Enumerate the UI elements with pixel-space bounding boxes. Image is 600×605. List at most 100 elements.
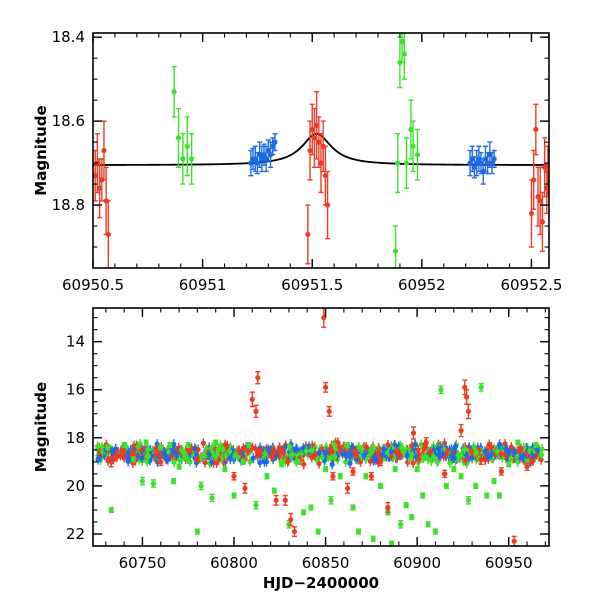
data-point [491, 156, 497, 162]
data-point [476, 156, 482, 162]
band-point [231, 452, 237, 458]
data-point [473, 483, 479, 489]
data-point [176, 464, 182, 470]
band-point [422, 454, 428, 460]
data-point [264, 473, 270, 479]
data-point [185, 442, 191, 448]
band-point [285, 459, 291, 465]
top-plot-area [93, 33, 549, 268]
data-point [96, 185, 103, 191]
band-point [388, 449, 395, 455]
band-point [94, 443, 101, 449]
data-point [438, 387, 444, 393]
band-point [125, 449, 132, 456]
x-tick-label: 60850 [302, 554, 350, 572]
data-point [248, 160, 254, 166]
band-point [227, 448, 233, 454]
band-point [312, 452, 318, 458]
band-point [200, 440, 207, 446]
data-point [462, 384, 468, 390]
band-point [404, 452, 410, 458]
data-point [515, 440, 521, 446]
data-point [273, 497, 279, 503]
data-point [463, 394, 470, 400]
data-point [272, 139, 278, 145]
band-point [398, 445, 405, 451]
data-point [443, 483, 450, 489]
band-point [352, 448, 359, 454]
band-point [286, 444, 293, 450]
data-point [410, 430, 417, 436]
bottom-plot-area [94, 308, 545, 546]
band-point [135, 444, 141, 450]
data-point [385, 504, 391, 511]
x-tick-label: 60900 [393, 554, 441, 572]
data-point [485, 160, 491, 166]
band-point [508, 456, 514, 462]
data-point [324, 202, 331, 208]
band-point [227, 456, 233, 462]
data-point [279, 461, 285, 467]
band-point [372, 454, 378, 460]
data-point [337, 473, 343, 479]
band-point [176, 457, 183, 463]
panel-top: 60950.5 60951 60951.5 60952 60952.518.418.61… [32, 28, 562, 294]
data-point [363, 473, 369, 479]
data-point [344, 485, 351, 491]
data-point [537, 198, 543, 204]
band-point [435, 452, 441, 458]
data-point [388, 540, 395, 546]
data-point [314, 122, 320, 128]
band-point [397, 452, 404, 458]
data-point [198, 483, 204, 489]
bottom-frame [92, 307, 550, 547]
band-point [303, 448, 309, 454]
top-series-blue [248, 133, 497, 185]
band-point [185, 447, 191, 453]
data-point [531, 177, 537, 183]
data-point [370, 536, 376, 542]
data-point [542, 164, 548, 170]
band-point [219, 447, 226, 453]
x-tick-label: 60950.5 [62, 276, 124, 294]
data-point [249, 396, 255, 402]
data-point [257, 152, 263, 158]
band-point [336, 444, 343, 450]
band-point [279, 447, 285, 453]
data-point [392, 248, 399, 254]
band-point [125, 455, 131, 461]
band-point [452, 443, 459, 450]
band-point [289, 452, 295, 458]
data-point [506, 461, 512, 467]
data-point [414, 152, 421, 158]
band-point [161, 449, 168, 455]
band-point [255, 449, 261, 455]
data-point [511, 538, 517, 544]
band-point [236, 447, 242, 454]
band-point [202, 453, 208, 459]
band-point [145, 453, 152, 460]
top-series-red [93, 91, 549, 268]
data-point [246, 442, 252, 448]
data-point [482, 156, 489, 162]
band-point [215, 447, 221, 453]
data-point [171, 89, 177, 95]
band-point [511, 449, 518, 455]
band-point [488, 444, 495, 450]
data-point [101, 147, 107, 154]
band-point [342, 459, 349, 465]
data-point [322, 384, 329, 390]
data-point [344, 442, 351, 448]
data-point [271, 488, 277, 494]
y-tick-label: 22 [66, 525, 85, 543]
band-point [370, 444, 376, 451]
band-point [456, 454, 462, 460]
data-point [158, 459, 164, 465]
top-frame [92, 32, 550, 269]
x-tick-label: 60952 [398, 276, 446, 294]
data-point [326, 408, 332, 414]
data-point [484, 492, 490, 499]
data-point [322, 173, 328, 179]
bottom-series-green [105, 383, 539, 546]
data-point [150, 480, 157, 487]
